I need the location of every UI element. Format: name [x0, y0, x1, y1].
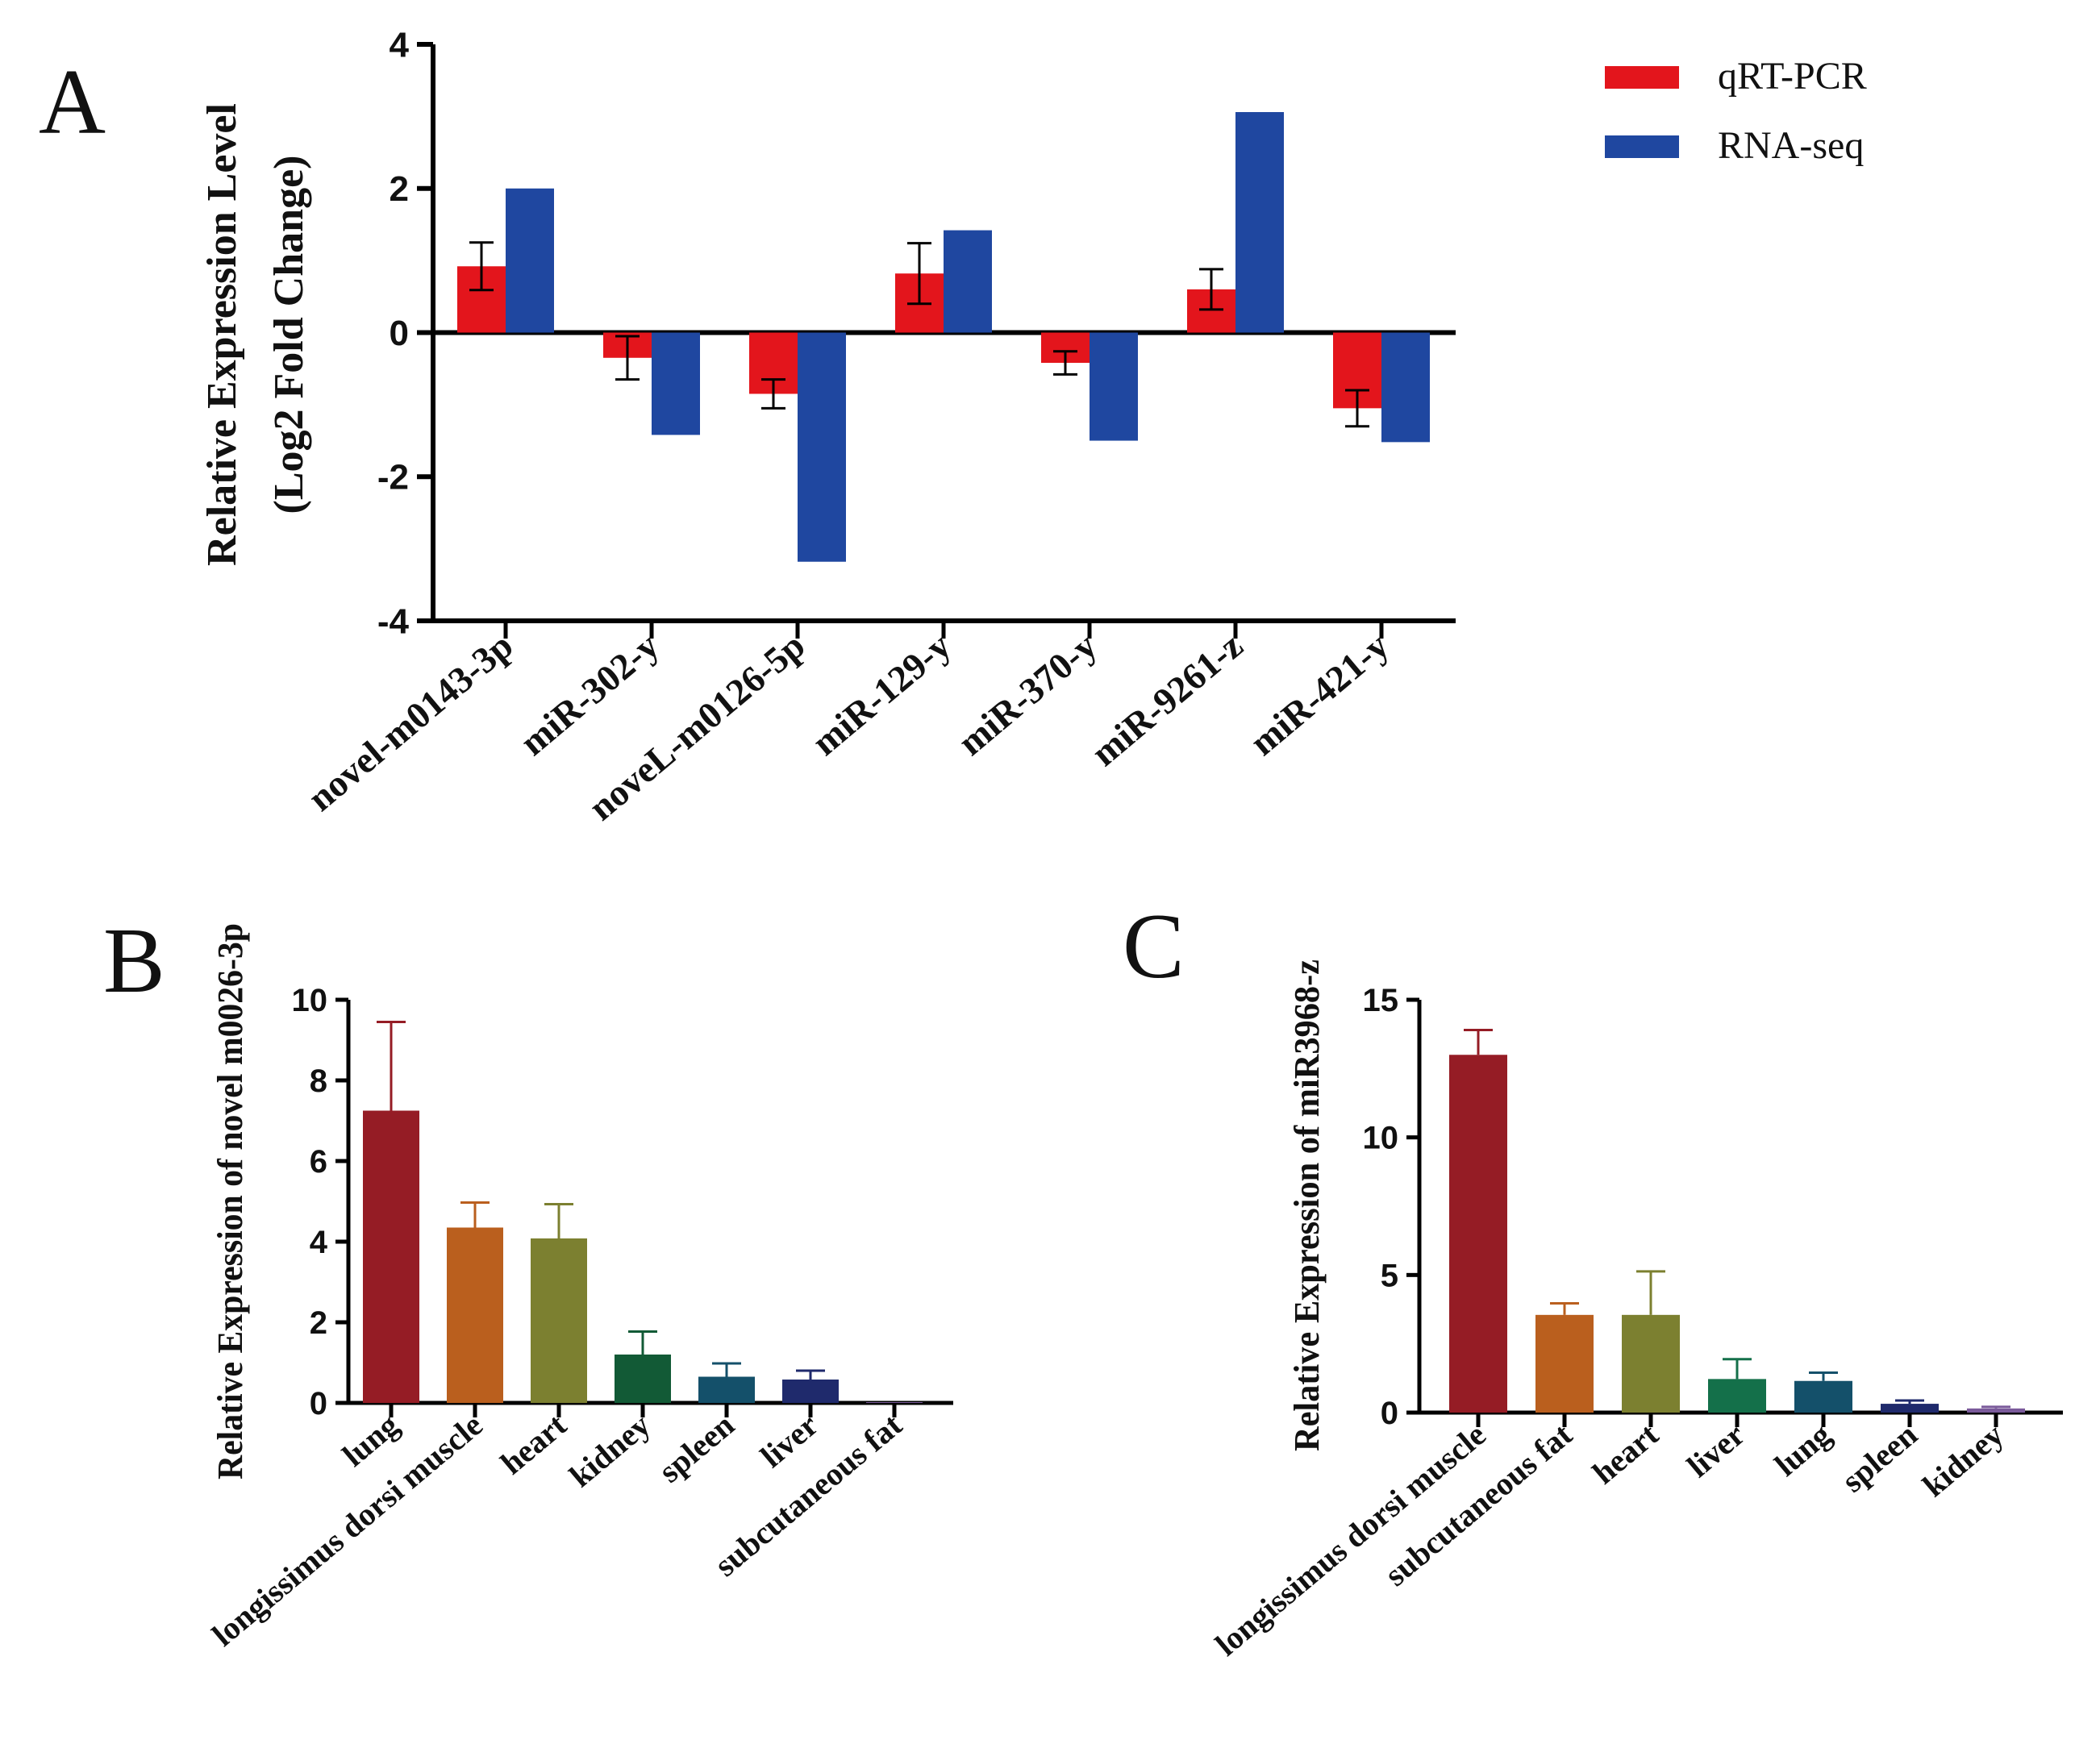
panel-a-bar-rna-seq-novel-m0126-5p — [798, 332, 846, 562]
panel-b-xtick-label-heart: heart — [494, 1406, 573, 1481]
panel-c-ytick-label: 0 — [1381, 1396, 1398, 1431]
panel-a-ytick-label: 0 — [390, 314, 409, 353]
panel-a-ytick-label: 4 — [390, 25, 410, 65]
panel-b-bar-kidney — [615, 1355, 671, 1403]
panel-label-c: C — [1123, 895, 1185, 997]
panel-c-bar-kidney — [1967, 1408, 2025, 1413]
panel-a-legend: qRT-PCR RNA-seq — [1605, 55, 1867, 167]
legend-label-rna-seq: RNA-seq — [1718, 124, 1864, 167]
legend-label-qrt-pcr: qRT-PCR — [1718, 55, 1867, 98]
panel-c-xtick-label-heart: heart — [1585, 1416, 1665, 1491]
panel-c-xtick-label-lung: lung — [1768, 1416, 1838, 1483]
panel-c-bar-heart — [1622, 1314, 1680, 1413]
panel-c-xtick-label-liver: liver — [1680, 1416, 1751, 1484]
panel-a-ytick-label: 2 — [390, 169, 409, 209]
panel-a-bar-rna-seq-mir-9261-z — [1235, 112, 1284, 333]
panel-a-bar-rna-seq-mir-370-y — [1090, 332, 1138, 441]
panel-b-bar-spleen — [698, 1376, 755, 1403]
panel-c-bar-spleen — [1881, 1404, 1939, 1413]
panel-c-ytick-label: 5 — [1381, 1258, 1398, 1293]
panel-c-ytick-label: 10 — [1363, 1121, 1399, 1156]
panel-a-bar-rna-seq-mir-421-y — [1381, 332, 1430, 443]
panel-b-bar-heart — [531, 1238, 587, 1403]
panel-a-ylabel-line1: Relative Expression Level — [199, 103, 245, 566]
panel-label-b: B — [103, 909, 165, 1012]
panel-b-ytick-label: 0 — [310, 1386, 327, 1421]
panel-b-ytick-label: 10 — [292, 983, 328, 1018]
panel-a-xtick-label-mir-9261-z: miR-9261-z — [1083, 625, 1250, 774]
panel-b-ytick-label: 8 — [310, 1063, 327, 1099]
panel-b-ytick-label: 4 — [310, 1225, 328, 1260]
panel-b-ytick-label: 6 — [310, 1144, 327, 1180]
panel-a-xtick-label-novel-m0143-3p: novel-m0143-3p — [300, 625, 521, 819]
panel-a-ytick-label: -4 — [377, 601, 410, 641]
panel-b-bar-liver — [782, 1380, 839, 1403]
panel-c-ylabel: Relative Expression of miR3968-z — [1287, 959, 1327, 1451]
panel-a-chart: 420-2-4 novel-m0143-3pmiR-302-ynoveL-m01… — [199, 25, 1867, 828]
panel-c-bar-longissimus-dorsi-muscle — [1449, 1055, 1507, 1413]
panel-label-a: A — [39, 51, 106, 153]
legend-swatch-rna-seq — [1605, 135, 1679, 158]
panel-b-bar-lung — [363, 1110, 419, 1403]
panel-c-bar-lung — [1794, 1380, 1852, 1413]
panel-c-xtick-label-spleen: spleen — [1835, 1416, 1924, 1499]
panel-a-bar-rna-seq-mir-129-y — [944, 230, 992, 333]
panel-b-xtick-label-kidney: kidney — [562, 1406, 656, 1494]
panel-a-ylabel-line2: (Log2 Fold Change) — [266, 156, 312, 514]
panel-a-ytick-label: -2 — [377, 458, 409, 497]
panel-a-xtick-label-mir-370-y: miR-370-y — [950, 625, 1104, 764]
panel-a-xtick-label-mir-421-y: miR-421-y — [1242, 625, 1396, 764]
panel-b-bar-longissimus-dorsi-muscle — [447, 1227, 503, 1403]
panel-a-bar-rna-seq-mir-302-y — [652, 332, 700, 435]
panel-b-xtick-label-lung: lung — [335, 1406, 406, 1473]
panel-a-xtick-label-mir-129-y: miR-129-y — [804, 625, 958, 764]
panel-b-xtick-label-liver: liver — [753, 1406, 824, 1474]
legend-swatch-qrt-pcr — [1605, 66, 1679, 89]
panel-c-xtick-label-kidney: kidney — [1915, 1416, 2010, 1504]
panel-b-bar-subcutaneous-fat — [866, 1402, 923, 1403]
panel-b-xtick-label-spleen: spleen — [652, 1406, 741, 1489]
panel-b-ylabel: Relative Expression of novel m0026-3p — [210, 923, 250, 1480]
panel-c-bar-subcutaneous-fat — [1535, 1314, 1594, 1413]
panel-b-ytick-label: 2 — [310, 1305, 327, 1341]
panel-a-bar-rna-seq-novel-m0143-3p — [506, 188, 554, 333]
panel-c-bar-liver — [1708, 1379, 1766, 1413]
panel-c-ytick-label: 15 — [1363, 983, 1399, 1018]
panel-a-xtick-label-mir-302-y: miR-302-y — [512, 625, 666, 764]
